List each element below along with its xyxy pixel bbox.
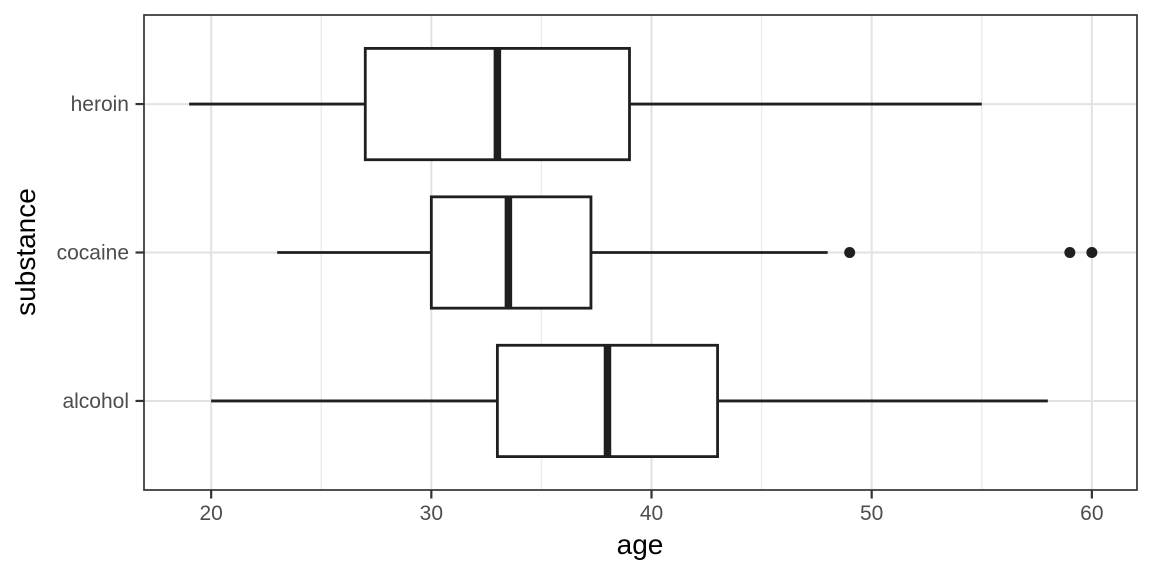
- x-axis-title: age: [616, 529, 664, 560]
- x-tick-label: 30: [420, 502, 443, 525]
- y-axis-title: substance: [10, 188, 41, 316]
- y-tick-label: cocaine: [57, 242, 129, 265]
- x-tick-label: 60: [1080, 502, 1103, 525]
- outlier-point: [844, 247, 856, 258]
- outlier-point: [1086, 247, 1098, 258]
- y-tick-label: heroin: [71, 93, 129, 116]
- y-tick-label: alcohol: [62, 390, 129, 413]
- outlier-point: [1064, 247, 1076, 258]
- x-tick-label: 50: [860, 502, 883, 525]
- x-tick-label: 40: [640, 502, 663, 525]
- x-tick-label: 20: [199, 502, 222, 525]
